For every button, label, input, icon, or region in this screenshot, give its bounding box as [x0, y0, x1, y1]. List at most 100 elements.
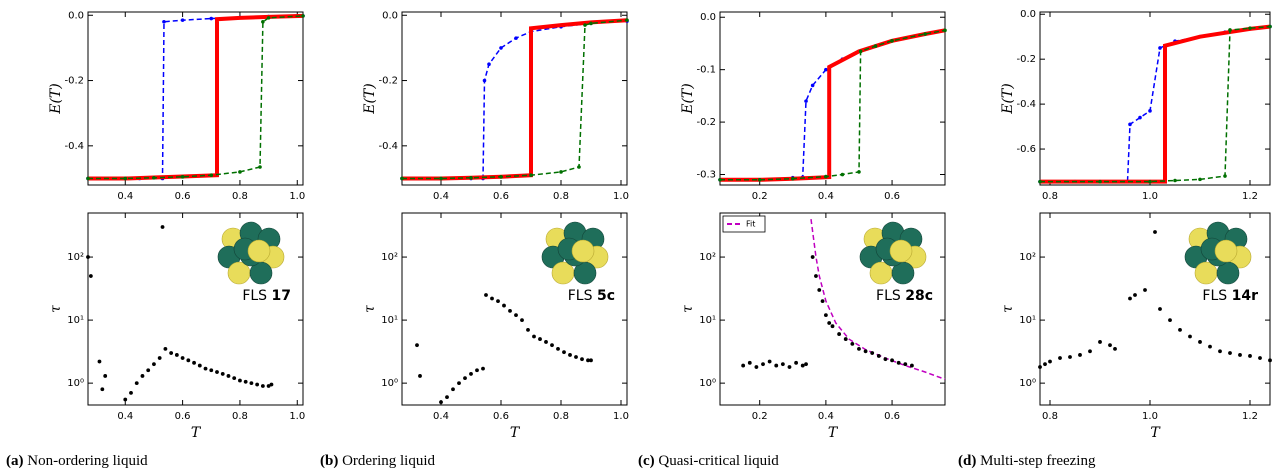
data-point	[220, 372, 225, 376]
series-point	[487, 62, 491, 67]
series-point	[238, 170, 242, 174]
data-point	[502, 303, 506, 308]
x-tick-label: 0.4	[117, 411, 133, 422]
data-point	[103, 374, 108, 378]
x-tick-label: 1.0	[289, 191, 305, 202]
series-point	[824, 67, 828, 72]
x-tick-label: 0.6	[175, 411, 191, 422]
x-tick-label: 0.4	[433, 191, 449, 202]
data-point	[88, 274, 93, 278]
series-line	[1040, 24, 1271, 184]
series-point	[261, 19, 265, 24]
x-tick-label: 1.0	[289, 411, 305, 422]
series-point	[180, 18, 185, 22]
caption: (d) Multi-step freezing	[958, 453, 1096, 469]
data-point	[747, 360, 752, 365]
cluster-icon	[1184, 221, 1252, 285]
legend-label: Fit	[746, 220, 755, 229]
y-tick-label: 0.0	[1020, 9, 1036, 20]
x-tick-label: 0.2	[752, 411, 768, 422]
data-point	[586, 358, 590, 363]
data-point	[520, 318, 524, 323]
x-axis-label: T	[191, 425, 202, 441]
caption: (c) Quasi-critical liquid	[638, 453, 779, 469]
series-point	[1173, 178, 1177, 183]
y-tick-label: -0.2	[64, 76, 84, 87]
data-point	[97, 359, 102, 364]
series-point	[209, 16, 214, 21]
y-tick-label: 10¹	[1019, 315, 1036, 326]
data-point	[538, 337, 542, 341]
annotation-label: FLS	[876, 288, 901, 304]
series-point	[923, 32, 927, 36]
series-point	[499, 175, 503, 179]
x-tick-label: 1.2	[1242, 191, 1258, 202]
data-point	[794, 360, 799, 365]
data-point	[556, 346, 560, 351]
data-point	[490, 296, 494, 301]
data-point	[100, 387, 105, 392]
series-point	[1248, 26, 1252, 30]
data-point	[774, 363, 779, 368]
data-point	[1043, 362, 1047, 367]
data-point	[514, 313, 518, 318]
series-line	[88, 13, 304, 181]
data-point	[800, 363, 805, 368]
data-point	[1238, 353, 1242, 357]
axes-frame	[1039, 11, 1271, 186]
data-point	[863, 349, 868, 354]
data-point	[484, 293, 488, 297]
series-line	[88, 15, 304, 180]
x-tick-label: 0.6	[175, 191, 191, 202]
series-point	[857, 170, 861, 174]
y-tick-label: 10⁰	[381, 378, 398, 389]
data-point	[260, 384, 265, 388]
y-tick-label: 10¹	[699, 315, 716, 326]
series-point	[757, 177, 762, 182]
data-point	[1068, 355, 1072, 359]
data-point	[850, 341, 855, 346]
data-point	[870, 351, 875, 355]
data-point	[550, 343, 554, 348]
series-point	[943, 28, 947, 33]
y-tick-label: 0.0	[700, 12, 716, 23]
annotation-label: FLS	[1202, 288, 1227, 304]
data-point	[157, 356, 162, 360]
data-point	[169, 351, 174, 355]
series-point	[529, 173, 533, 178]
data-point	[1128, 296, 1132, 301]
x-tick-label: 0.4	[117, 191, 133, 202]
data-point	[827, 321, 832, 325]
data-point	[817, 288, 822, 292]
data-point	[574, 355, 578, 359]
x-tick-label: 0.4	[433, 411, 449, 422]
data-point	[238, 378, 242, 383]
data-point	[532, 334, 536, 339]
annotation: FLS 17	[242, 288, 291, 304]
caption-text: Multi-step freezing	[980, 453, 1096, 469]
data-point	[180, 356, 185, 360]
y-axis-label: τ	[48, 305, 64, 313]
series-point	[1148, 109, 1152, 113]
axes-frame	[719, 11, 946, 186]
data-point	[1248, 354, 1252, 358]
data-point	[1038, 365, 1042, 369]
axes-frame	[87, 212, 304, 406]
cluster-icon	[541, 221, 609, 285]
series-point	[209, 173, 214, 178]
data-point	[1088, 349, 1092, 354]
data-point	[174, 353, 179, 357]
y-tick-label: -0.3	[696, 170, 716, 181]
y-tick-label: -0.6	[1016, 144, 1036, 155]
series-point	[577, 165, 581, 169]
atom	[889, 239, 913, 263]
x-axis-label: T	[1150, 425, 1161, 441]
series-line	[88, 15, 304, 180]
y-tick-label: -0.4	[64, 141, 84, 152]
data-point	[152, 362, 156, 367]
y-tick-label: 10⁰	[699, 378, 716, 389]
data-point	[1258, 356, 1262, 360]
series-line	[720, 45, 876, 181]
data-point	[86, 255, 90, 259]
series-point	[469, 176, 473, 180]
